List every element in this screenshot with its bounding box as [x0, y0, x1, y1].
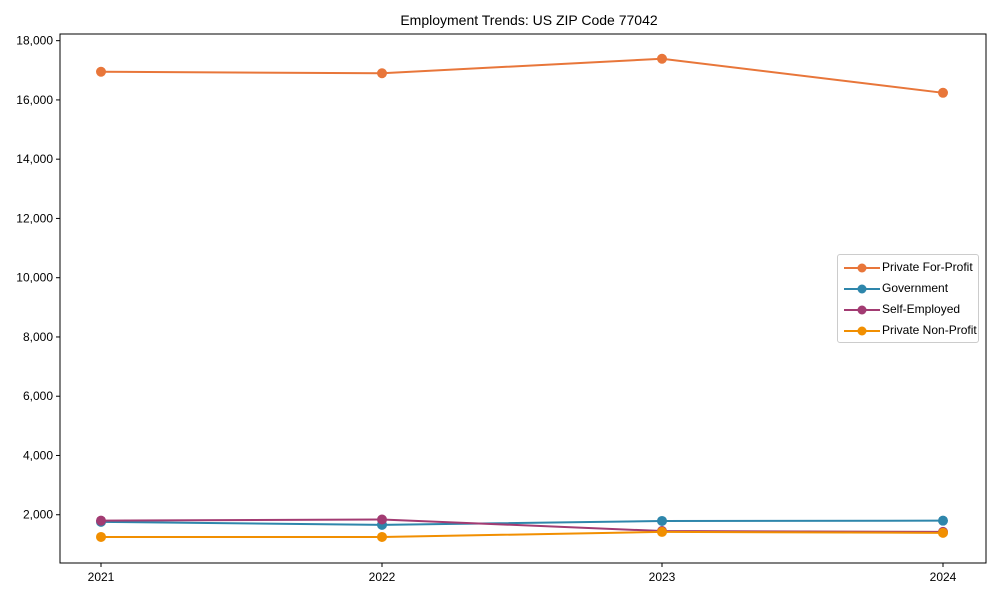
legend-item-private-for-profit: Private For-Profit	[838, 258, 978, 278]
legend-item-self-employed: Self-Employed	[838, 300, 978, 320]
y-tick-label: 10,000	[16, 271, 53, 285]
legend-item-private-non-profit: Private Non-Profit	[838, 321, 978, 341]
axes-frame	[59, 33, 987, 564]
legend-marker-icon	[844, 305, 880, 315]
y-tick-label: 16,000	[16, 93, 53, 107]
data-point	[938, 515, 948, 526]
x-tick-label: 2022	[369, 570, 396, 584]
data-point	[938, 87, 948, 98]
series-line	[101, 530, 944, 538]
y-tick-label: 4,000	[23, 448, 53, 462]
legend-marker-icon	[844, 263, 880, 273]
data-point	[657, 515, 667, 526]
legend-item-government: Government	[838, 279, 978, 299]
y-tick-label: 6,000	[23, 389, 53, 403]
x-tick-label: 2024	[930, 570, 957, 584]
y-tick-label: 12,000	[16, 211, 53, 225]
data-point	[96, 66, 106, 77]
data-point	[657, 526, 667, 537]
y-tick-label: 2,000	[23, 508, 53, 522]
data-point	[938, 527, 948, 538]
x-tick-label: 2023	[649, 570, 676, 584]
data-point	[377, 68, 387, 79]
legend-marker-icon	[844, 326, 880, 336]
legend: Private For-Profit Government Self-Emplo…	[837, 254, 979, 343]
y-tick-label: 14,000	[16, 152, 53, 166]
chart-title: Employment Trends: US ZIP Code 77042	[400, 12, 658, 28]
data-point	[96, 515, 106, 526]
data-point	[377, 514, 387, 525]
data-point	[377, 531, 387, 542]
series-line	[100, 57, 944, 94]
data-point	[96, 531, 106, 542]
legend-marker-icon	[844, 284, 880, 294]
series-line	[100, 519, 944, 526]
data-point	[657, 53, 667, 64]
y-tick-label: 18,000	[16, 34, 53, 48]
x-tick-label: 2021	[88, 570, 115, 584]
y-tick-label: 8,000	[23, 330, 53, 344]
